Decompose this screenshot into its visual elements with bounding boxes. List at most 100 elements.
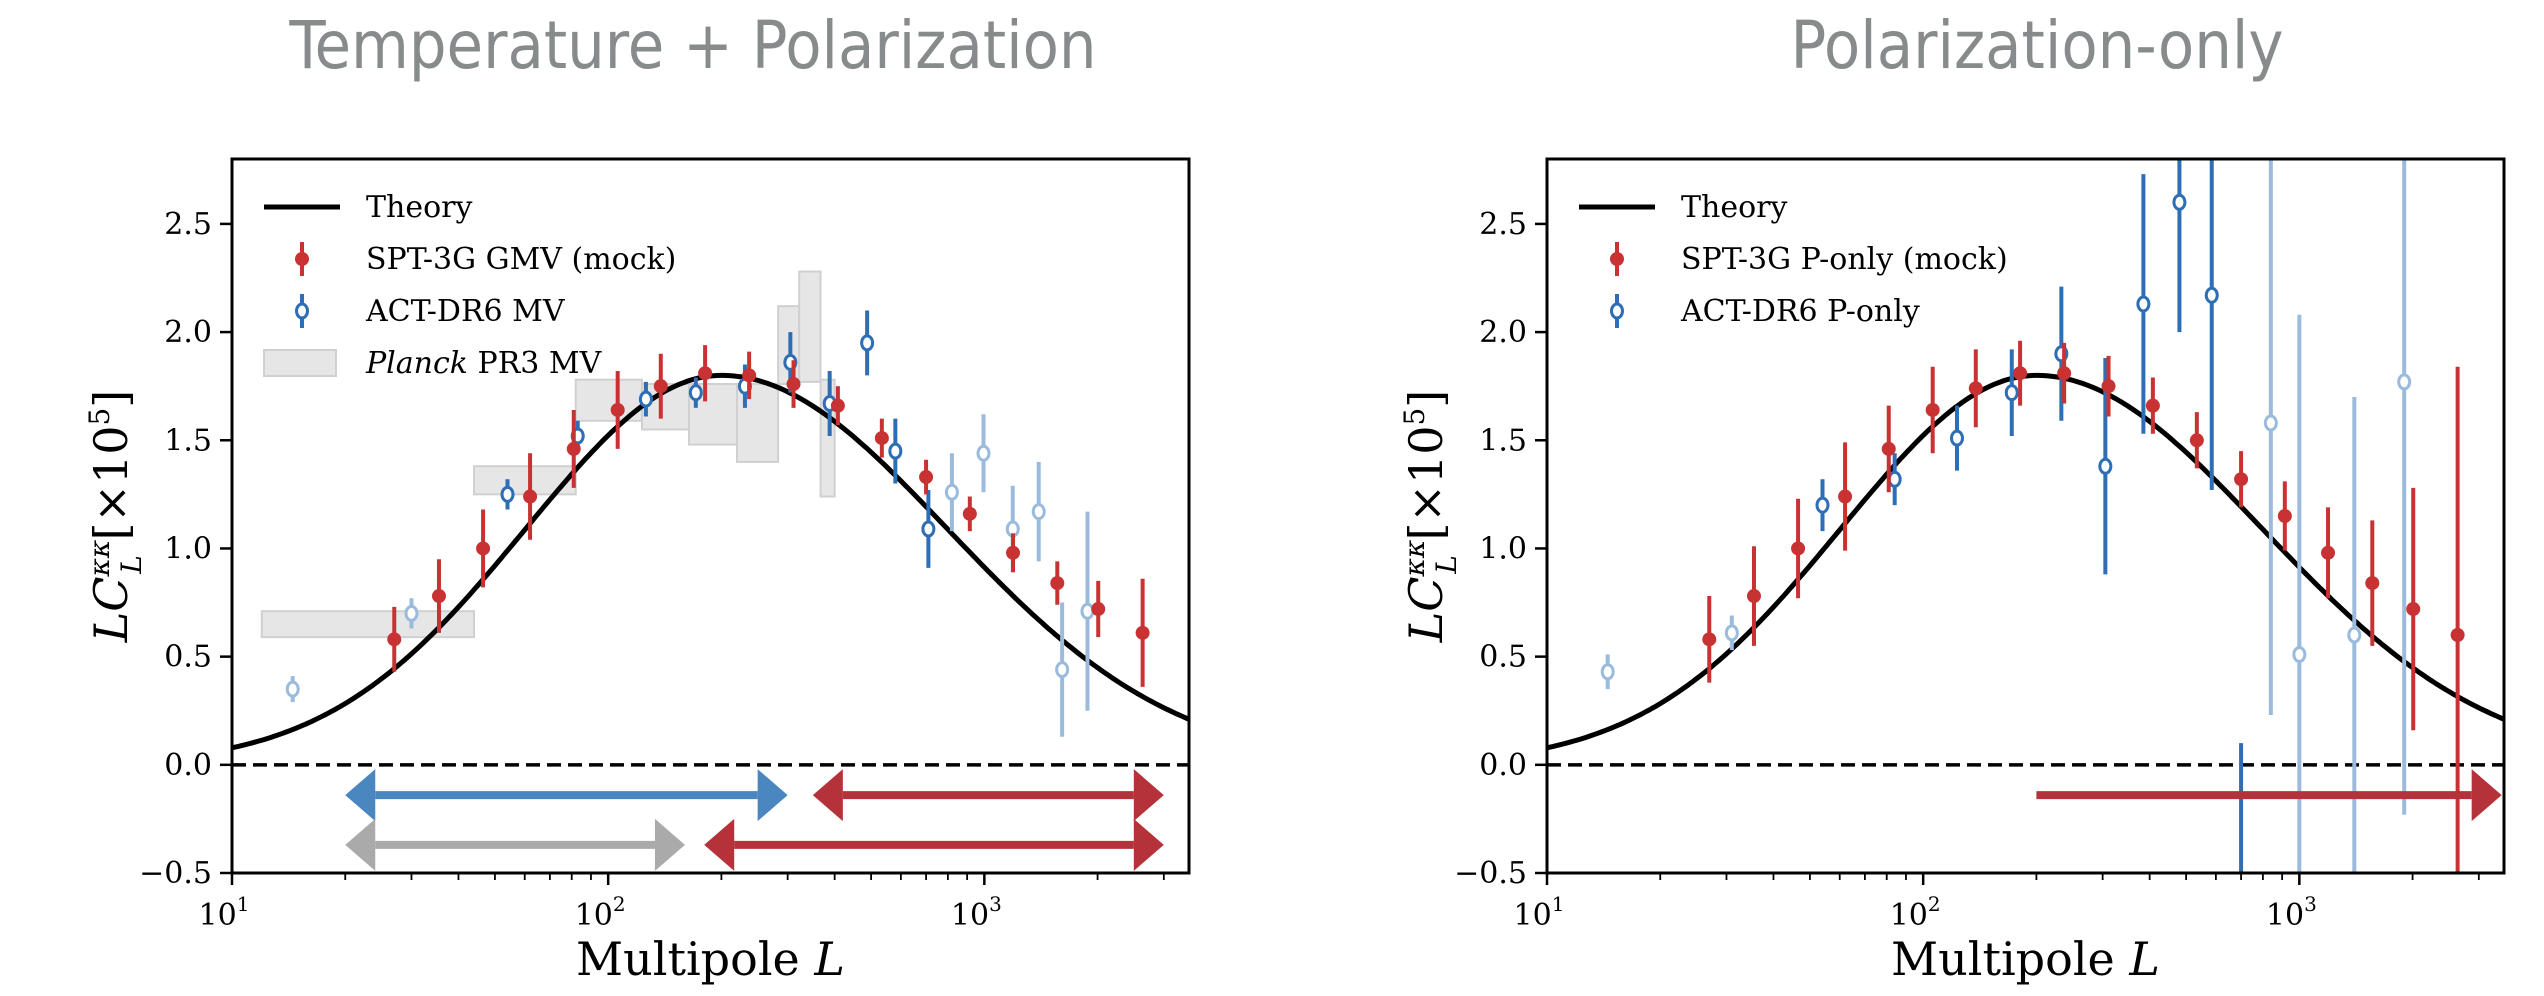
act-extended-point [1080,511,1095,711]
legend-item-planck: Planck PR3 MV [263,346,603,381]
legend-swatch-planck [263,349,337,377]
y-tick-label: −0.5 [1454,856,1527,891]
y-axis-label: LCκκL [×105] [1398,390,1463,644]
y-axis-label-exp: 5 [1398,408,1431,426]
act-extended-point [404,598,419,629]
act-point [688,377,703,408]
spt-point-marker [1881,441,1896,456]
act-extended-point [1600,654,1615,690]
spt-point-marker [1746,589,1761,604]
legend: Theory SPT-3G P-only (mock) ACT-DR6 P-only [1579,190,2008,329]
legend-label: Theory [366,190,472,225]
act-point [2204,159,2219,491]
spt-point [830,386,845,426]
range-arrow [2036,769,2502,822]
panel-polarization-only: Polarization-only −0.5 0.0 0.5 1.0 1.5 2.0 2.5 1… [1398,7,2506,986]
spt-point [919,459,934,495]
spt-point-marker [431,589,446,604]
act-extended-point-marker [2347,626,2362,644]
act-point [1949,405,1964,471]
act-point [1815,479,1830,532]
spt-point [387,606,402,672]
y-axis-label-sub: L [1430,555,1463,575]
legend-item-act: ACT-DR6 P-only [1610,294,1920,329]
spt-point-marker [1135,625,1150,640]
spt-point-marker [2277,509,2292,523]
range-arrow [345,818,685,871]
range-arrow [345,769,788,822]
planck-box [798,270,822,383]
legend-marker-act [295,302,309,320]
spt-point-marker [2189,433,2204,448]
x-tick-label: 103 [2266,892,2317,933]
plot-area [1547,159,2504,873]
spt-point-marker [1702,632,1717,647]
spt-point-marker [1791,541,1806,556]
act-point [2136,174,2151,434]
y-axis-label-sup: κκ [1398,540,1431,578]
y-axis-label-units: [×10 [84,426,138,556]
y-axis-label-exp: 5 [83,408,116,426]
act-extended-point [944,453,959,532]
spt-point [610,371,625,449]
spt-point-marker [962,506,977,521]
act-extended-point-marker [2292,645,2307,663]
x-axis-label-L: L [813,932,845,986]
spt-point [2365,520,2380,646]
act-point [2239,743,2244,873]
legend-label: ACT-DR6 P-only [1680,294,1920,329]
y-axis-label-close: ] [1399,390,1453,408]
act-point-marker [888,442,903,460]
spt-point [1006,533,1021,573]
range-arrow-head-right [2471,769,2502,822]
spt-point [962,496,977,532]
spt-point [1050,561,1065,605]
y-tick-label: 2.0 [164,315,212,350]
spt-point-marker [2450,628,2465,642]
legend-item-spt: SPT-3G GMV (mock) [295,242,676,277]
act-extended-point [976,414,991,493]
panel-temperature-polarization: Temperature + Polarization −0.5 0.0 0.5 1.0 1… [83,7,1191,986]
theory-curve [1547,372,2504,751]
legend-marker-spt [295,252,309,266]
act-extended-point [1724,615,1739,651]
spt-point-marker [1968,381,1983,396]
y-tick-label: 2.5 [1479,207,1527,242]
act-point-marker [1887,470,1902,488]
range-arrow-head-left [345,818,376,871]
legend-item-theory: Theory [264,190,472,225]
spt-point [2277,481,2292,551]
x-tick-exponent: 3 [2304,892,2317,916]
range-arrow-head-right [654,818,685,871]
y-tick-label: 1.5 [1479,423,1527,458]
x-tick-label: 102 [575,892,626,933]
legend: Theory SPT-3G GMV (mock) ACT-DR6 MV Planck … [263,190,676,381]
legend-label-italic: Planck [365,346,468,381]
act-extended-point [2292,314,2307,873]
y-tick-label: 0.5 [164,640,212,675]
spt-point-marker [742,368,757,383]
act-point [2004,349,2019,436]
spt-point [2057,342,2072,404]
act-extended-point-marker [285,680,300,698]
y-tick-label: 0.5 [1479,640,1527,675]
act-extended-point [2397,159,2412,815]
y-tick-label: 0.0 [164,748,212,783]
spt-point-marker [2234,472,2249,487]
range-arrow-head-right [1133,769,1164,822]
spt-point [2450,366,2465,873]
spt-point-marker [653,379,668,394]
legend-item-theory: Theory [1579,190,1787,225]
legend-label: Planck PR3 MV [365,346,603,381]
x-axis-label-L: L [2128,932,2160,986]
spt-point-marker [566,441,581,456]
spt-point-marker [2365,576,2380,591]
legend-item-act: ACT-DR6 MV [295,294,566,329]
x-axis-label: Multipole L [576,932,845,986]
y-tick-label: 0.0 [1479,748,1527,783]
spt-point-marker [523,489,538,504]
act-extended-point-marker [976,444,991,462]
spt-point-marker [1006,545,1021,560]
act-point-marker [688,384,703,402]
range-arrow [812,769,1164,822]
